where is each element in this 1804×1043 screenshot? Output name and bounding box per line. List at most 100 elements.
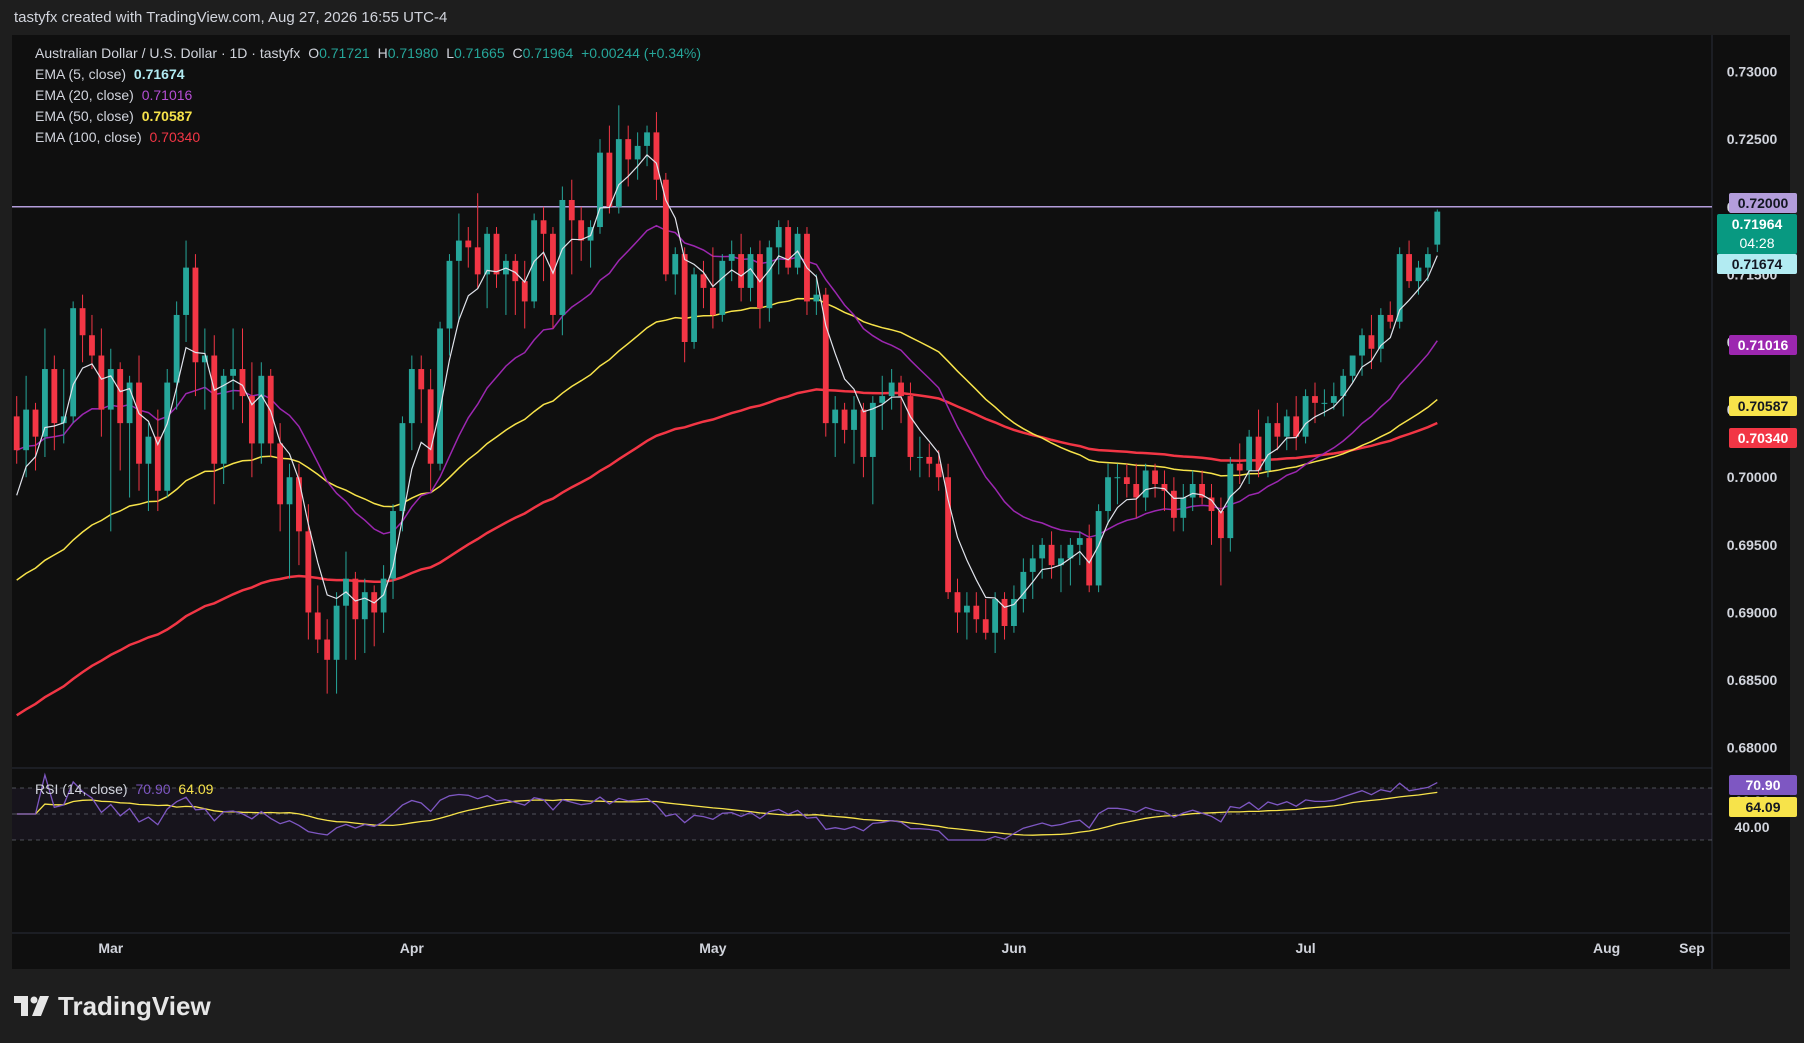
candle-body xyxy=(1011,598,1017,626)
candle-body xyxy=(728,254,735,261)
candle-body xyxy=(107,369,114,410)
candle-body xyxy=(333,605,340,660)
candle-body xyxy=(51,369,58,424)
ema20-legend[interactable]: EMA (20, close) 0.71016 xyxy=(35,87,196,103)
candle-body xyxy=(851,409,857,430)
candle-body xyxy=(201,355,208,363)
time-tick-label: Mar xyxy=(98,940,123,956)
candle-body xyxy=(926,456,933,464)
candle-body xyxy=(775,227,782,248)
ema50-label: EMA (50, close) xyxy=(35,108,134,124)
candle-body xyxy=(879,396,886,403)
candle-body xyxy=(324,639,331,660)
candle-body xyxy=(672,254,679,275)
candle-body xyxy=(1058,558,1064,566)
ema50-line xyxy=(16,297,1438,581)
candle-body xyxy=(1039,544,1046,559)
candle-body xyxy=(70,308,77,417)
candle-body xyxy=(907,396,914,457)
candle-body xyxy=(963,605,970,613)
candle-body xyxy=(352,578,359,620)
candle-body xyxy=(1199,483,1206,498)
tradingview-brand: TradingView xyxy=(58,991,211,1021)
candle-body xyxy=(869,402,876,457)
candle-body xyxy=(1170,490,1177,518)
candle-body xyxy=(1340,375,1347,397)
ema5-label: EMA (5, close) xyxy=(35,66,127,82)
last-price-value: 0.71964 xyxy=(1731,216,1783,232)
candle-body xyxy=(1377,314,1384,349)
candle-body xyxy=(568,199,575,221)
time-tick-label: May xyxy=(699,940,726,956)
candle-body xyxy=(832,409,839,424)
candle-body xyxy=(615,139,622,207)
candle-body xyxy=(361,592,368,620)
candle-body xyxy=(1321,402,1328,404)
candle-body xyxy=(42,369,48,437)
candle-body xyxy=(1067,544,1074,559)
ema100-legend[interactable]: EMA (100, close) 0.70340 xyxy=(35,129,204,145)
candle-body xyxy=(1434,211,1441,245)
rsi-ma-price-tag: 64.09 xyxy=(1729,797,1797,817)
candle-body xyxy=(1142,470,1149,498)
candle-body xyxy=(1265,423,1271,471)
low-label: L xyxy=(446,45,454,61)
candle-body xyxy=(446,260,453,329)
tradingview-logo[interactable]: TradingView xyxy=(14,991,211,1022)
candle-body xyxy=(973,605,980,620)
candle-body xyxy=(1359,335,1365,356)
candle-body xyxy=(1217,511,1224,539)
candle-body xyxy=(766,247,773,309)
candle-body xyxy=(173,314,180,383)
time-tick-label: Jun xyxy=(1001,940,1026,956)
candle-body xyxy=(559,199,566,315)
symbol-legend: Australian Dollar / U.S. Dollar · 1D · t… xyxy=(35,45,705,61)
tradingview-logo-icon xyxy=(14,995,49,1016)
candle-body xyxy=(1180,497,1187,518)
candle-body xyxy=(860,409,867,457)
candle-body xyxy=(700,274,707,288)
time-tick-label: Sep xyxy=(1679,940,1705,956)
candle-body xyxy=(1114,477,1121,479)
time-tick-label: Aug xyxy=(1593,940,1620,956)
candle-body xyxy=(136,382,142,464)
chart-frame[interactable]: 0.730000.725000.720000.715000.710000.705… xyxy=(12,35,1797,969)
candle-body xyxy=(813,294,820,302)
candle-body xyxy=(1048,544,1055,566)
chart-canvas[interactable]: 0.730000.725000.720000.715000.710000.705… xyxy=(12,35,1790,969)
candle-body xyxy=(211,355,218,464)
candle-body xyxy=(296,477,302,532)
candle-body xyxy=(945,477,952,593)
candle-body xyxy=(465,240,472,248)
candle-body xyxy=(220,375,227,464)
candle-body xyxy=(1227,463,1234,539)
candle-body xyxy=(841,409,848,430)
candle-body xyxy=(1095,511,1102,586)
candle-body xyxy=(540,220,547,234)
price-tick-label: 0.72500 xyxy=(1727,131,1778,147)
candle-body xyxy=(1396,254,1403,322)
candle-body xyxy=(1274,423,1281,437)
ema5-line xyxy=(16,154,1438,608)
ema50-price-tag: 0.70587 xyxy=(1729,396,1797,416)
candle-body xyxy=(474,247,481,275)
candle-body xyxy=(267,375,274,444)
candle-body xyxy=(1302,396,1309,437)
candle-body xyxy=(390,511,396,579)
candle-body xyxy=(888,382,895,397)
candle-body xyxy=(785,227,792,268)
candle-body xyxy=(597,152,603,228)
ema50-value: 0.70587 xyxy=(141,108,193,124)
ema5-legend[interactable]: EMA (5, close) 0.71674 xyxy=(35,66,189,82)
candle-body xyxy=(79,308,86,336)
candle-body xyxy=(408,369,415,424)
rsi-value: 70.90 xyxy=(135,781,171,797)
candle-body xyxy=(898,382,904,397)
ema50-legend[interactable]: EMA (50, close) 0.70587 xyxy=(35,108,196,124)
candle-body xyxy=(709,287,716,315)
rsi-legend[interactable]: RSI (14, close) 70.90 64.09 xyxy=(35,781,217,797)
candle-body xyxy=(1161,483,1168,491)
price-tick-label: 0.68500 xyxy=(1727,672,1778,688)
ema20-label: EMA (20, close) xyxy=(35,87,134,103)
candle-body xyxy=(493,233,500,275)
